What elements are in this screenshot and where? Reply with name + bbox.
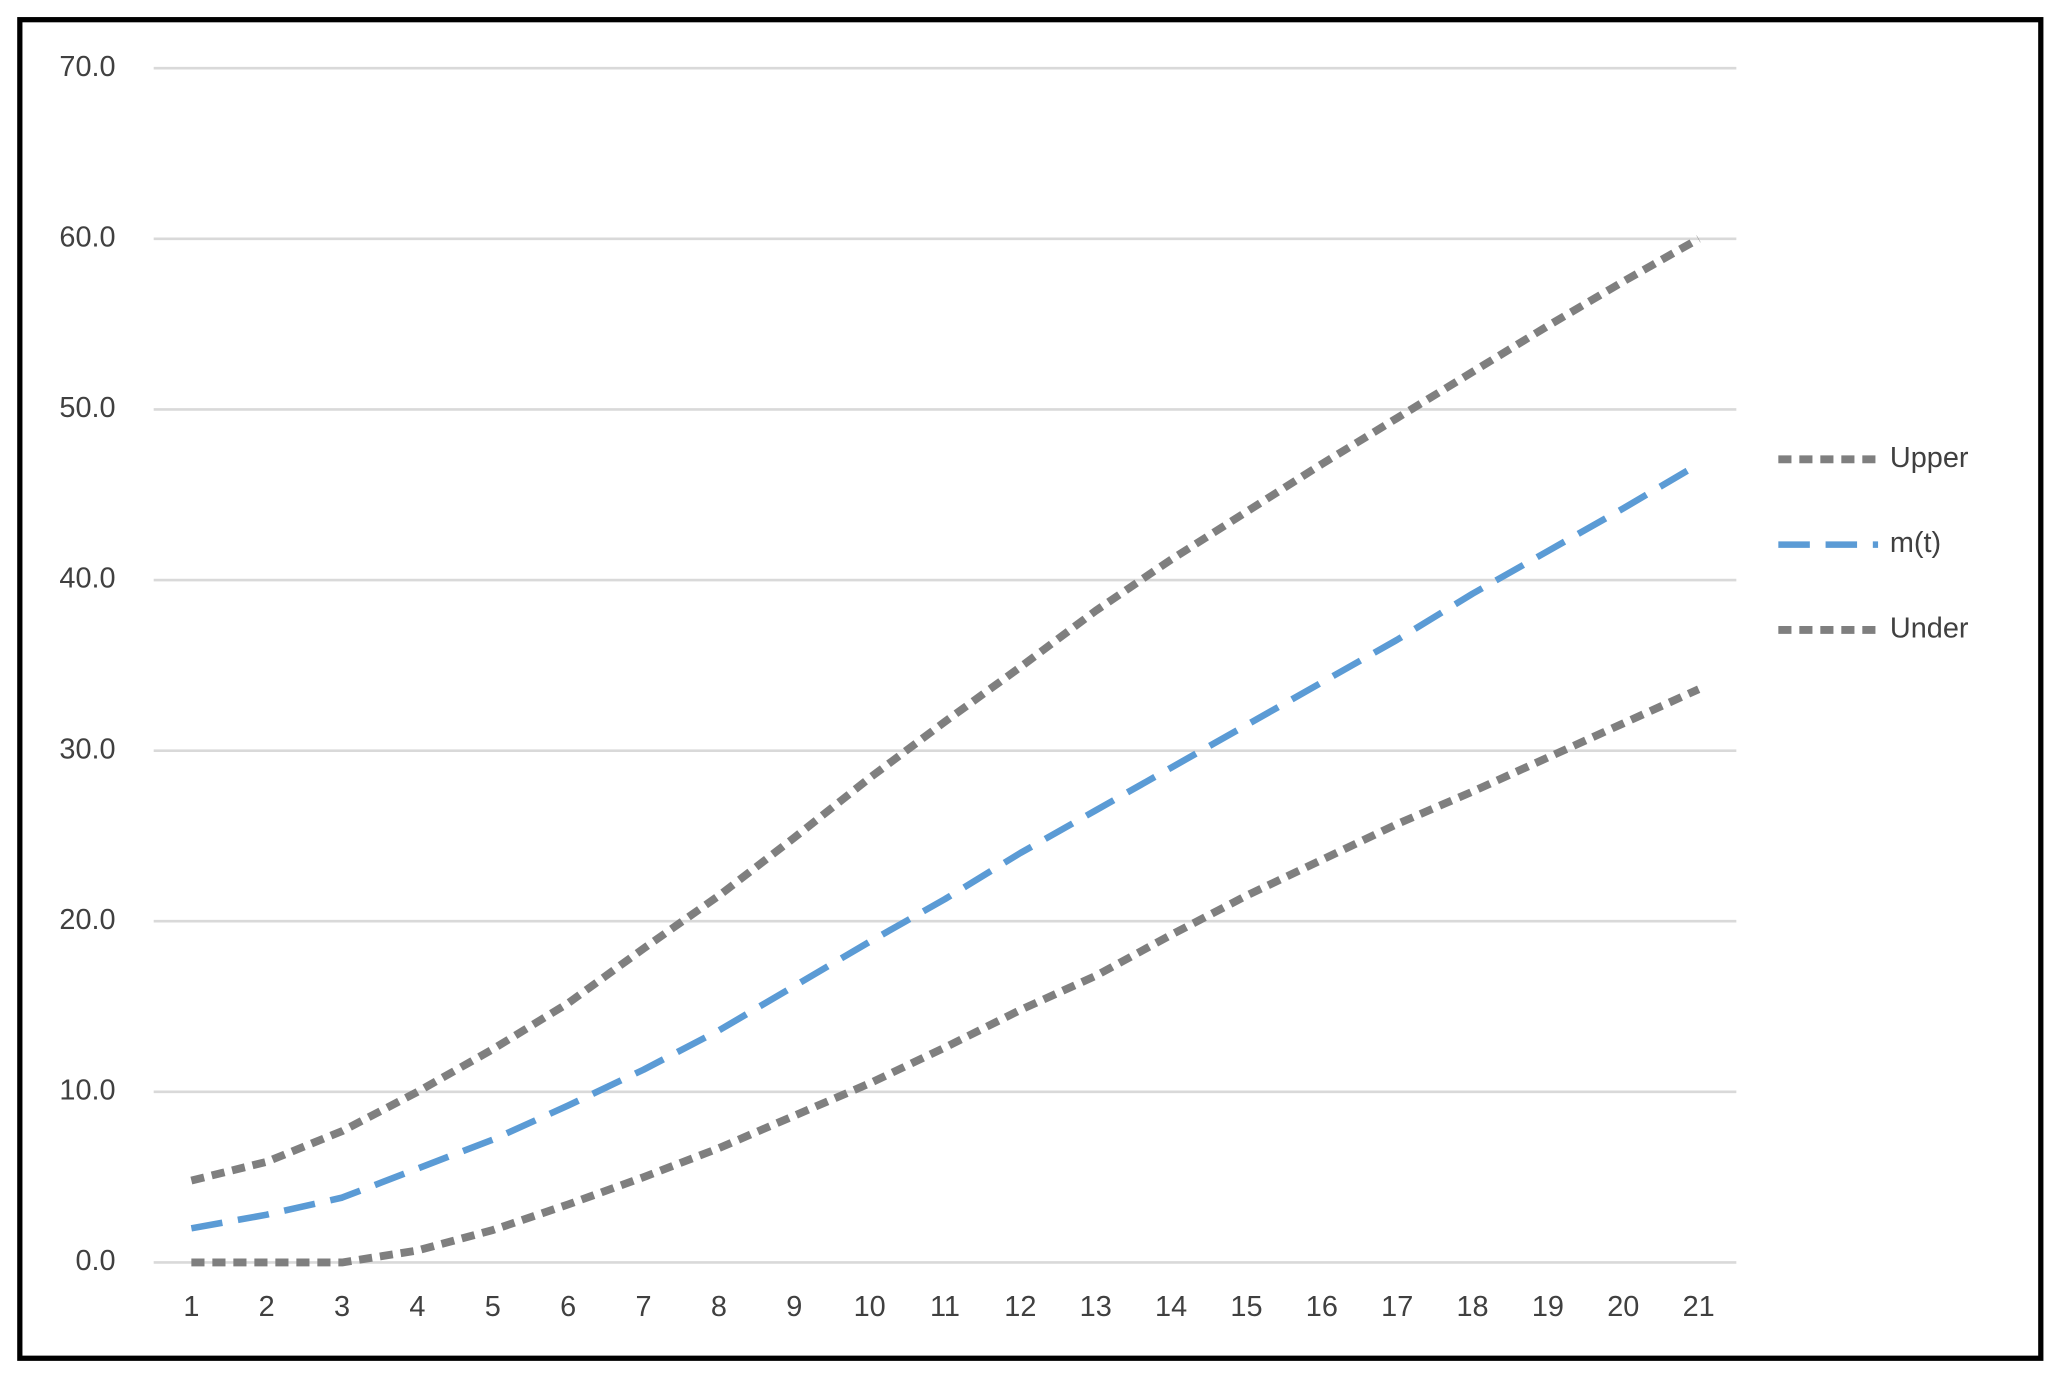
series-line [190, 235, 1701, 1185]
x-tick-label: 21 [1683, 1291, 1715, 1323]
y-tick-label: 30.0 [59, 733, 115, 765]
x-tick-label: 6 [560, 1291, 576, 1323]
x-tick-label: 16 [1306, 1291, 1338, 1323]
x-tick-label: 15 [1230, 1291, 1262, 1323]
y-tick-label: 10.0 [59, 1074, 115, 1106]
x-tick-label: 2 [259, 1291, 275, 1323]
x-tick-label: 1 [183, 1291, 199, 1323]
x-tick-label: 19 [1532, 1291, 1564, 1323]
y-tick-label: 70.0 [59, 51, 115, 83]
y-tick-label: 0.0 [75, 1245, 115, 1277]
chart-border [17, 17, 2044, 1361]
x-tick-label: 20 [1607, 1291, 1639, 1323]
y-tick-label: 60.0 [59, 221, 115, 253]
y-tick-label: 50.0 [59, 392, 115, 424]
x-tick-label: 12 [1004, 1291, 1036, 1323]
y-tick-label: 40.0 [59, 563, 115, 595]
x-tick-label: 13 [1080, 1291, 1112, 1323]
legend-label: Upper [1890, 442, 1969, 474]
legend-label: Under [1890, 613, 1969, 645]
x-tick-label: 18 [1457, 1291, 1489, 1323]
x-tick-label: 14 [1155, 1291, 1187, 1323]
x-tick-label: 3 [334, 1291, 350, 1323]
x-tick-label: 11 [930, 1291, 960, 1323]
x-tick-label: 10 [854, 1291, 886, 1323]
series-line [190, 461, 1701, 1232]
x-tick-label: 17 [1381, 1291, 1413, 1323]
x-tick-label: 9 [786, 1291, 802, 1323]
x-tick-label: 4 [409, 1291, 425, 1323]
x-tick-label: 8 [711, 1291, 727, 1323]
series-line [191, 685, 1701, 1267]
y-tick-label: 20.0 [59, 904, 115, 936]
x-tick-label: 5 [485, 1291, 501, 1323]
legend-label: m(t) [1890, 527, 1941, 559]
x-tick-label: 7 [636, 1291, 652, 1323]
